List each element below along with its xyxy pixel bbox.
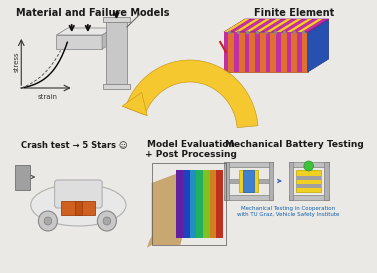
Polygon shape — [224, 162, 229, 200]
Polygon shape — [216, 170, 223, 238]
Polygon shape — [229, 179, 269, 183]
Text: stress: stress — [13, 52, 19, 72]
Text: Mechanical Testing in Cooperation
with TU Graz, Vehicle Safety Institute: Mechanical Testing in Cooperation with T… — [236, 206, 339, 217]
Polygon shape — [224, 19, 249, 32]
Polygon shape — [289, 162, 329, 167]
Polygon shape — [57, 35, 102, 49]
Text: Material and Failure Models: Material and Failure Models — [16, 8, 169, 18]
Polygon shape — [224, 162, 273, 167]
Circle shape — [44, 217, 52, 225]
Polygon shape — [190, 170, 196, 238]
Text: Crash test → 5 Stars ☺: Crash test → 5 Stars ☺ — [21, 140, 128, 149]
Polygon shape — [103, 84, 130, 89]
Text: Finite Element
Models: Finite Element Models — [254, 8, 334, 29]
Polygon shape — [61, 201, 95, 215]
Polygon shape — [239, 170, 258, 192]
Circle shape — [103, 217, 111, 225]
Polygon shape — [176, 170, 183, 238]
Polygon shape — [224, 32, 308, 72]
Ellipse shape — [31, 184, 126, 226]
FancyBboxPatch shape — [55, 180, 102, 208]
Circle shape — [97, 211, 116, 231]
Polygon shape — [289, 195, 329, 200]
Polygon shape — [276, 19, 302, 32]
Polygon shape — [102, 28, 113, 49]
Polygon shape — [203, 170, 210, 238]
Polygon shape — [243, 170, 254, 192]
Text: Model Evaluation
+ Post Processing: Model Evaluation + Post Processing — [145, 140, 237, 159]
Polygon shape — [57, 28, 113, 35]
Polygon shape — [296, 184, 321, 188]
Polygon shape — [106, 22, 127, 84]
Polygon shape — [210, 170, 216, 238]
Text: Mechanical Battery Testing: Mechanical Battery Testing — [225, 140, 364, 149]
Polygon shape — [287, 19, 312, 32]
Polygon shape — [122, 92, 147, 116]
Polygon shape — [75, 201, 82, 215]
Polygon shape — [15, 165, 30, 190]
Polygon shape — [276, 32, 281, 72]
Polygon shape — [266, 19, 291, 32]
Polygon shape — [103, 17, 130, 22]
Polygon shape — [147, 219, 188, 248]
Polygon shape — [234, 19, 260, 32]
Polygon shape — [245, 32, 249, 72]
Polygon shape — [255, 32, 260, 72]
Text: strain: strain — [37, 94, 57, 100]
Polygon shape — [308, 19, 329, 72]
Polygon shape — [234, 32, 239, 72]
Polygon shape — [224, 19, 329, 32]
Circle shape — [304, 161, 313, 171]
Polygon shape — [297, 32, 302, 72]
Polygon shape — [287, 32, 291, 72]
Polygon shape — [152, 173, 180, 245]
Polygon shape — [255, 19, 281, 32]
Polygon shape — [224, 195, 273, 200]
Polygon shape — [324, 162, 329, 200]
Polygon shape — [296, 176, 321, 180]
Circle shape — [38, 211, 57, 231]
Polygon shape — [183, 170, 190, 238]
Polygon shape — [269, 162, 273, 200]
Polygon shape — [196, 170, 203, 238]
Polygon shape — [245, 19, 270, 32]
Polygon shape — [289, 162, 293, 200]
Polygon shape — [125, 60, 258, 128]
Polygon shape — [296, 170, 321, 192]
Polygon shape — [224, 32, 228, 72]
Polygon shape — [297, 19, 323, 32]
Polygon shape — [266, 32, 270, 72]
